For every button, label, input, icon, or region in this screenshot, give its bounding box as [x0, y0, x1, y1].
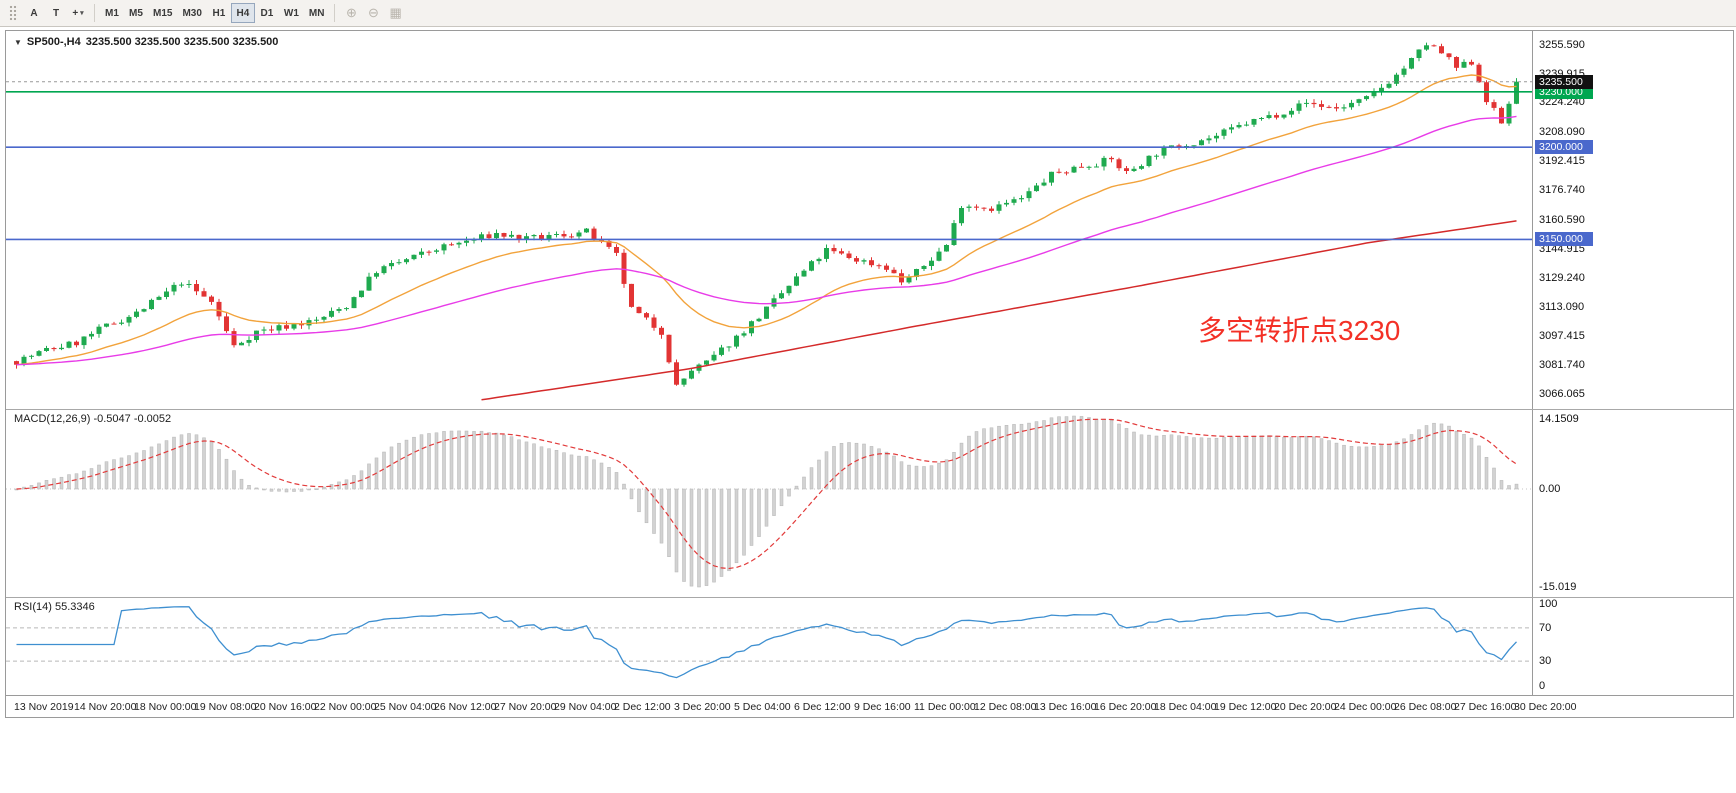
macd-pane: 14.1509 0.00 -15.019 MACD(12,26,9) -0.5047…: [6, 410, 1733, 597]
rsi-tick: 70: [1539, 622, 1552, 634]
macd-scale[interactable]: 14.1509 0.00 -15.019: [1532, 410, 1733, 597]
rsi-label: RSI(14) 55.3346: [14, 601, 95, 613]
macd-canvas[interactable]: [6, 410, 1532, 597]
price-tick: 3192.415: [1539, 155, 1585, 167]
toolbar-separator: [94, 4, 95, 22]
toolbar-separator: [334, 4, 336, 22]
timeframe-group: M1 M5 M15 M30 H1 H4 D1 W1 MN: [100, 3, 329, 23]
time-label: 22 Nov 00:00: [314, 701, 377, 713]
time-label: 19 Dec 12:00: [1214, 701, 1277, 713]
crosshair-tool-button[interactable]: + ▾: [67, 3, 89, 23]
symbol-label: SP500-,H4: [26, 36, 81, 48]
time-label: 5 Dec 04:00: [734, 701, 791, 713]
time-label: 12 Dec 08:00: [974, 701, 1037, 713]
timeframe-button-m1[interactable]: M1: [100, 3, 124, 23]
symbol-header: ▼ SP500-,H4 3235.500 3235.500 3235.500 3…: [14, 36, 278, 48]
macd-tick: -15.019: [1539, 581, 1577, 593]
time-label: 27 Nov 20:00: [494, 701, 557, 713]
time-label: 27 Dec 16:00: [1454, 701, 1517, 713]
crosshair-icon: +: [72, 7, 79, 19]
time-label: 25 Nov 04:00: [374, 701, 437, 713]
price-tick: 3255.590: [1539, 39, 1585, 51]
timeframe-button-m30[interactable]: M30: [177, 3, 206, 23]
rsi-pane: 100 70 30 0 RSI(14) 55.3346: [6, 598, 1733, 695]
time-label: 16 Dec 20:00: [1094, 701, 1157, 713]
time-label: 30 Dec 20:00: [1514, 701, 1577, 713]
zoom-out-button[interactable]: ⊖: [362, 3, 384, 23]
time-label: 26 Nov 12:00: [434, 701, 497, 713]
time-label: 20 Dec 20:00: [1274, 701, 1337, 713]
timeframe-button-m15[interactable]: M15: [148, 3, 177, 23]
time-label: 24 Dec 00:00: [1334, 701, 1397, 713]
time-label: 20 Nov 16:00: [254, 701, 317, 713]
price-tick: 3144.915: [1539, 243, 1585, 255]
time-label: 13 Dec 16:00: [1034, 701, 1097, 713]
time-label: 19 Nov 08:00: [194, 701, 257, 713]
rsi-tick: 0: [1539, 680, 1546, 692]
price-tick: 3176.740: [1539, 184, 1585, 196]
hline-price-tag: 3150.000: [1535, 232, 1593, 246]
time-label: 14 Nov 20:00: [74, 701, 137, 713]
main-price-pane: 3255.590 3239.915 3224.240 3208.090 3192.415…: [6, 31, 1733, 409]
arrow-tool-button[interactable]: A: [23, 3, 45, 23]
time-label: 9 Dec 16:00: [854, 701, 911, 713]
time-label: 18 Nov 00:00: [134, 701, 197, 713]
text-tool-button[interactable]: T: [45, 3, 67, 23]
main-chart-canvas[interactable]: [6, 31, 1532, 409]
price-tick: 3224.240: [1539, 96, 1585, 108]
chart-window: 3255.590 3239.915 3224.240 3208.090 3192.415…: [5, 30, 1734, 718]
macd-tick: 0.00: [1539, 483, 1561, 495]
toolbar: A T + ▾ M1 M5 M15 M30 H1 H4 D1 W1 MN ⊕ ⊖ ▦: [0, 0, 1736, 27]
timeframe-button-d1[interactable]: D1: [255, 3, 279, 23]
timeframe-button-h4[interactable]: H4: [230, 3, 255, 23]
time-label: 29 Nov 04:00: [554, 701, 617, 713]
rsi-canvas[interactable]: [6, 598, 1532, 695]
annotation-text: 多空转折点3230: [1198, 315, 1401, 346]
macd-tick: 14.1509: [1539, 413, 1579, 425]
price-tick: 3208.090: [1539, 126, 1585, 138]
price-scale[interactable]: 3255.590 3239.915 3224.240 3208.090 3192.415…: [1532, 31, 1733, 409]
price-tick: 3081.740: [1539, 359, 1585, 371]
chevron-down-icon: ▾: [80, 10, 84, 17]
time-label: 6 Dec 12:00: [794, 701, 851, 713]
pane-divider[interactable]: [6, 597, 1733, 598]
zoom-in-button[interactable]: ⊕: [340, 3, 362, 23]
rsi-scale[interactable]: 100 70 30 0: [1532, 598, 1733, 695]
timeframe-button-h1[interactable]: H1: [207, 3, 231, 23]
time-label: 18 Dec 04:00: [1154, 701, 1217, 713]
pane-divider[interactable]: [6, 409, 1733, 410]
time-label: 26 Dec 08:00: [1394, 701, 1457, 713]
hline-price-tag: 3200.000: [1535, 140, 1593, 154]
collapse-icon[interactable]: ▼: [14, 37, 22, 47]
time-axis[interactable]: 13 Nov 2019 14 Nov 20:00 18 Nov 00:00 19 No…: [6, 695, 1733, 717]
price-tick: 3097.415: [1539, 330, 1585, 342]
rsi-tick: 30: [1539, 655, 1552, 667]
time-label: 2 Dec 12:00: [614, 701, 671, 713]
timeframe-button-mn[interactable]: MN: [304, 3, 330, 23]
macd-label: MACD(12,26,9) -0.5047 -0.0052: [14, 413, 172, 425]
time-label: 3 Dec 20:00: [674, 701, 731, 713]
time-label: 11 Dec 00:00: [914, 701, 976, 713]
price-tick: 3113.090: [1539, 301, 1585, 313]
timeframe-button-m5[interactable]: M5: [124, 3, 148, 23]
time-label: 13 Nov 2019: [14, 701, 74, 713]
price-tick: 3066.065: [1539, 388, 1585, 400]
current-price-tag: 3235.500: [1535, 75, 1593, 89]
grid-icon[interactable]: ▦: [384, 3, 406, 23]
price-tick: 3129.240: [1539, 272, 1585, 284]
price-tick: 3160.590: [1539, 214, 1585, 226]
rsi-tick: 100: [1539, 598, 1558, 610]
toolbar-drag-handle[interactable]: [9, 5, 18, 21]
timeframe-button-w1[interactable]: W1: [279, 3, 304, 23]
ohlc-values: 3235.500 3235.500 3235.500 3235.500: [85, 36, 279, 48]
